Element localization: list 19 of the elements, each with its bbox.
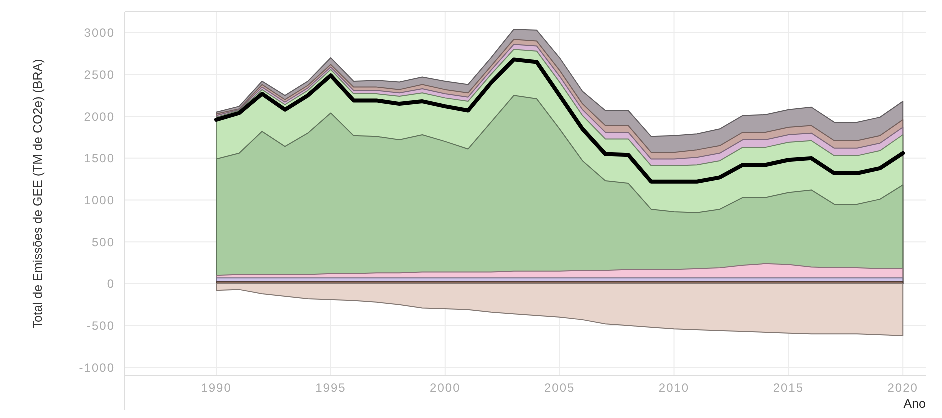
y-tick-label: 3000 — [84, 26, 115, 40]
y-tick-label: 0 — [107, 277, 115, 292]
x-tick-label: 2000 — [430, 381, 461, 395]
y-tick-label: 2500 — [84, 68, 115, 82]
y-tick-label: -1000 — [79, 360, 115, 375]
y-tick-label: 2000 — [84, 110, 115, 124]
y-tick-label: 500 — [92, 235, 115, 250]
x-tick-label: 2020 — [888, 381, 918, 395]
x-tick-label: 1990 — [201, 381, 232, 395]
x-axis-title: Ano — [904, 397, 926, 411]
y-tick-label: 1500 — [84, 152, 115, 166]
x-tick-label: 1995 — [316, 381, 346, 395]
line-series — [214, 58, 906, 184]
y-tick-label: -500 — [86, 318, 115, 333]
x-tick-label: 2010 — [658, 381, 690, 395]
x-tick-label: 2005 — [544, 381, 576, 395]
y-tick-label: 1000 — [84, 193, 115, 208]
x-tick-label: 2015 — [773, 381, 804, 395]
y-axis-title: Total de Emissões de GEE (TM de CO2e) (BRA) — [31, 59, 45, 329]
